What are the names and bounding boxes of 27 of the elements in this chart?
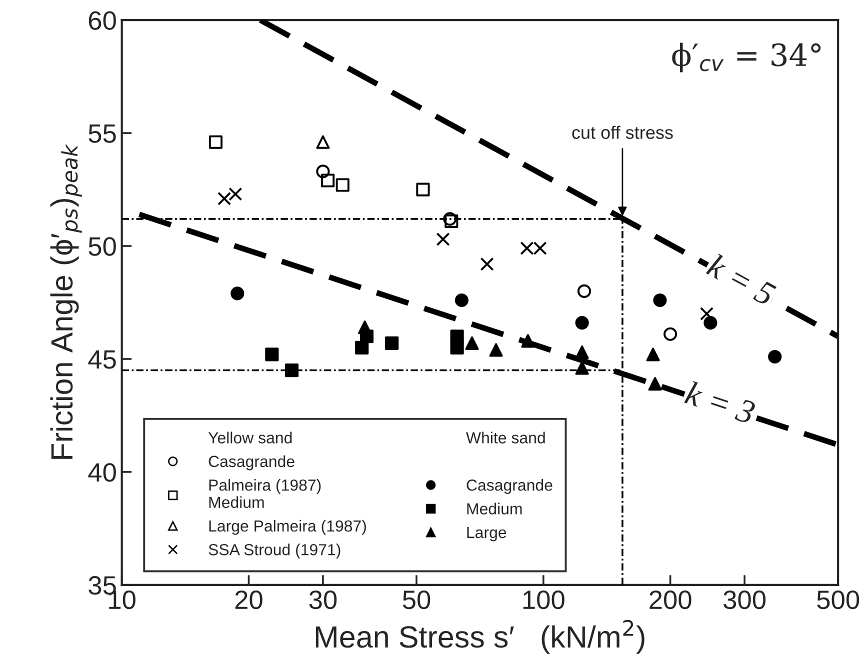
x-tick-label: 20 (235, 590, 262, 610)
x-tick-label: 50 (402, 590, 430, 610)
text: k = 3 (684, 380, 756, 424)
x-tick-label: 200 (650, 590, 692, 610)
y-tick-label: 55 (88, 124, 116, 143)
annotation: ϕ′$_{cv}$ = 34° (672, 42, 821, 72)
y-tick-label: 60 (88, 11, 116, 30)
x-tick-label: 300 (724, 590, 766, 610)
legend-label: Casagrande (208, 455, 294, 470)
y-tick-label: 45 (88, 350, 116, 369)
text: k = 5 (706, 252, 778, 306)
annotation: Yellow sand (208, 432, 292, 444)
y-tick-label: 50 (88, 237, 116, 256)
y-tick-label: 40 (88, 463, 116, 482)
legend-label: Large (467, 526, 506, 542)
x-tick-label: 100 (523, 590, 564, 610)
legend-label: Large Palmeira (1987) (209, 520, 366, 535)
legend-label: Palmeira (1987) Medium (209, 479, 321, 508)
annotation: White sand (466, 432, 545, 444)
legend-label: Medium (467, 502, 522, 514)
legend-label: SSA Stroud (1971) (208, 544, 340, 558)
x-tick-label: 30 (309, 590, 337, 610)
y-axis-title: Friction Angle (ϕ′$_{ps}$)$_{peak}$ (50, 144, 82, 459)
annotation: cut off stress (572, 126, 673, 139)
legend-label: Casagrande (466, 479, 552, 494)
x-axis-title: Mean Stress s′ (kN/m$^{2}$) (316, 620, 644, 654)
x-tick-label: 500 (817, 590, 860, 610)
